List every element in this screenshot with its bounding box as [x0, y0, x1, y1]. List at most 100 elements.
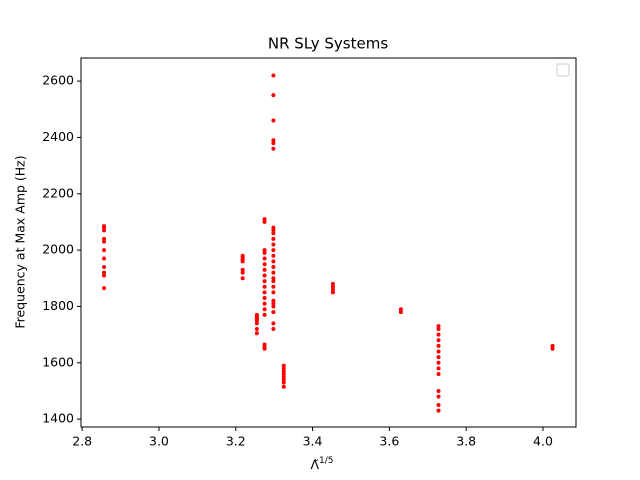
point: [550, 346, 555, 351]
x-tick-label: 3.2: [226, 434, 246, 449]
y-tick-label: 1600: [42, 354, 74, 369]
point: [281, 377, 286, 382]
point: [271, 265, 276, 270]
point: [271, 279, 276, 284]
x-tick-label: 3.6: [379, 434, 399, 449]
point: [271, 276, 276, 281]
point: [271, 138, 276, 143]
point: [436, 366, 441, 371]
point: [281, 374, 286, 379]
point: [262, 345, 267, 350]
point: [550, 343, 555, 348]
point: [102, 239, 107, 244]
point: [102, 265, 107, 270]
point: [102, 256, 107, 261]
point: [254, 326, 259, 331]
x-label-base: Λ̃: [310, 457, 319, 472]
x-tick-label: 3.8: [456, 434, 476, 449]
x-tick-label: 3.0: [149, 434, 169, 449]
point: [240, 267, 245, 272]
chart-title: NR SLy Systems: [268, 35, 388, 53]
plot-frame: [80, 57, 577, 428]
point: [281, 384, 286, 389]
point: [271, 259, 276, 264]
x-axis-label: Λ̃1/5: [310, 456, 333, 472]
point: [398, 310, 403, 315]
point: [271, 304, 276, 309]
point: [271, 228, 276, 233]
point: [271, 146, 276, 151]
point: [271, 326, 276, 331]
point: [262, 307, 267, 312]
point: [281, 372, 286, 377]
point: [271, 298, 276, 303]
point: [262, 262, 267, 267]
point: [436, 388, 441, 393]
point: [262, 248, 267, 253]
point: [271, 225, 276, 230]
y-tick-label: 1800: [42, 298, 74, 313]
point: [262, 290, 267, 295]
y-tick-label: 2200: [42, 185, 74, 200]
point: [436, 343, 441, 348]
y-axis-label: Frequency at Max Amp (Hz): [13, 155, 28, 328]
point: [436, 338, 441, 343]
y-tick-label: 2400: [42, 129, 74, 144]
point: [281, 366, 286, 371]
point: [330, 287, 335, 292]
point: [240, 253, 245, 258]
point: [330, 290, 335, 295]
point: [102, 270, 107, 275]
point: [281, 369, 286, 374]
y-tick-label: 2000: [42, 242, 74, 257]
point: [271, 270, 276, 275]
point: [262, 284, 267, 289]
point: [102, 273, 107, 278]
x-tick-label: 3.4: [303, 434, 323, 449]
point: [262, 279, 267, 284]
point: [271, 301, 276, 306]
point: [262, 256, 267, 261]
point: [271, 231, 276, 236]
point: [254, 321, 259, 326]
point: [271, 284, 276, 289]
point: [271, 118, 276, 123]
point: [398, 307, 403, 312]
point: [281, 380, 286, 385]
point: [436, 349, 441, 354]
point: [254, 331, 259, 336]
point: [271, 93, 276, 98]
point: [262, 342, 267, 347]
point: [330, 281, 335, 286]
point: [240, 276, 245, 281]
point: [436, 360, 441, 365]
point: [102, 224, 107, 229]
x-label-sup: 1/5: [319, 456, 333, 466]
point: [436, 408, 441, 413]
point: [271, 290, 276, 295]
point: [262, 217, 267, 222]
point: [262, 219, 267, 224]
point: [271, 253, 276, 258]
point: [102, 248, 107, 253]
point: [436, 394, 441, 399]
point: [436, 372, 441, 377]
point: [271, 73, 276, 78]
point: [436, 332, 441, 337]
point: [330, 284, 335, 289]
point: [281, 363, 286, 368]
y-tick-label: 1400: [42, 411, 74, 426]
point: [436, 403, 441, 408]
point: [262, 301, 267, 306]
point: [271, 242, 276, 247]
point: [271, 141, 276, 146]
point: [262, 250, 267, 255]
point: [102, 228, 107, 233]
x-tick-label: 2.8: [72, 434, 92, 449]
x-tick-label: 4.0: [533, 434, 553, 449]
point: [262, 312, 267, 317]
point: [102, 286, 107, 291]
point: [240, 270, 245, 275]
